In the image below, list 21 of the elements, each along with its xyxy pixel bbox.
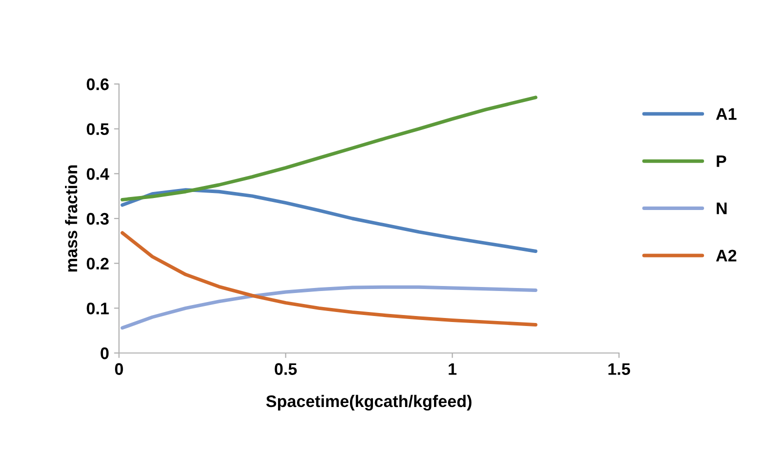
line-series (120, 285, 538, 330)
x-tick-label: 1.5 (608, 363, 630, 375)
legend-label: A2 (716, 250, 736, 262)
line-series (120, 188, 538, 253)
y-tick-label: 0.1 (86, 302, 109, 314)
x-axis-title: Spacetime(kgcath/kgfeed) (266, 394, 472, 411)
legend-label: P (716, 155, 726, 167)
x-tick-label: 1 (448, 363, 457, 375)
legend-label: N (716, 202, 727, 214)
y-axis-title: mass fraction (65, 165, 78, 272)
x-tick-label: 0.5 (274, 363, 297, 375)
y-tick-label: 0.3 (86, 212, 109, 225)
line-series (120, 96, 538, 202)
legend-label: A1 (716, 108, 737, 120)
y-tick-label: 0.5 (86, 123, 109, 136)
y-tick-label: 0.4 (86, 168, 110, 180)
y-tick-label: 0 (100, 347, 109, 360)
line-series (120, 231, 538, 326)
y-tick-label: 0.2 (86, 258, 109, 270)
x-tick-label: 0 (115, 363, 123, 375)
y-tick-label: 0.6 (86, 78, 109, 90)
